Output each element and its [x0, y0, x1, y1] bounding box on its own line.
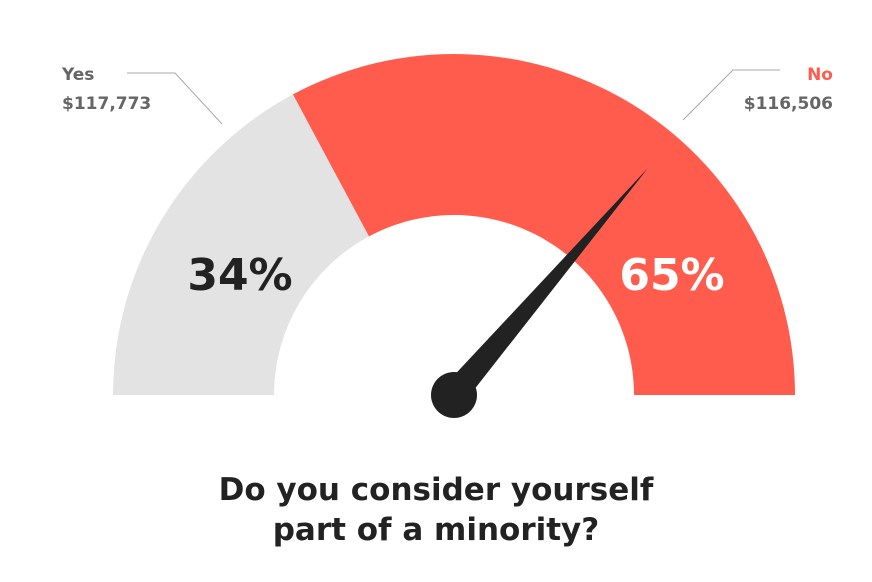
leader-line	[682, 69, 780, 121]
category-label: Yes	[61, 65, 94, 85]
leader-line	[127, 72, 223, 125]
gauge	[113, 54, 795, 395]
category-label: No	[807, 65, 833, 85]
total-label: $116,506	[744, 94, 833, 114]
needle	[446, 168, 648, 400]
needle-hub	[431, 372, 477, 418]
gauge-segment	[292, 54, 795, 395]
value-label: 65%	[619, 250, 724, 301]
value-label: 34%	[187, 250, 292, 301]
total-label: $117,773	[62, 94, 151, 114]
chart-title: Do you consider yourself part of a minor…	[218, 472, 654, 548]
gauge-segment	[113, 94, 369, 395]
